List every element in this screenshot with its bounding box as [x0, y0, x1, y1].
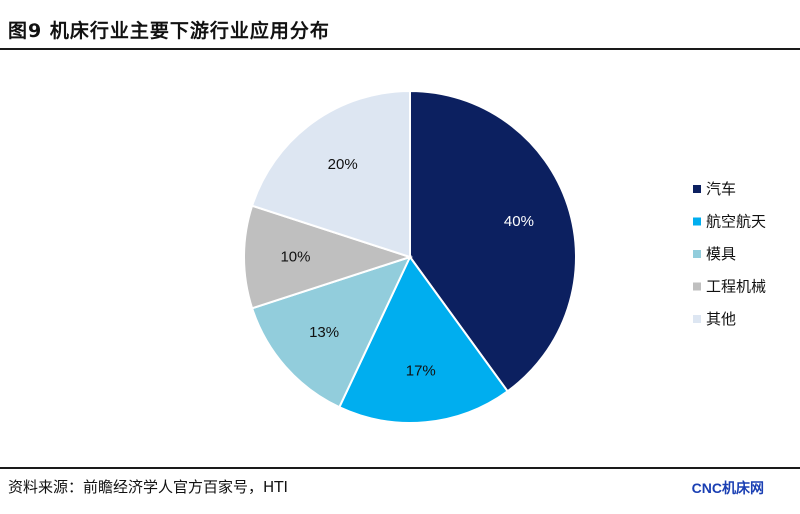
title-divider — [0, 48, 800, 50]
slice-value-label-1: 40% — [504, 213, 534, 230]
pie-slice-2 — [337, 255, 509, 424]
pie-slice-3 — [250, 255, 412, 409]
legend-swatch-5 — [693, 315, 701, 323]
legend-swatch-3 — [693, 250, 701, 258]
legend-swatch-2 — [693, 217, 701, 226]
source-divider — [0, 467, 800, 469]
legend-label-4: 工程机械 — [706, 278, 766, 296]
chart-area: 40% 17% 13% 10% 20% 汽车航空航天模具工程机械其他 — [0, 52, 800, 466]
pie-slice-4 — [243, 204, 414, 310]
legend-label-2: 航空航天 — [706, 213, 766, 231]
source-note: 资料来源：前瞻经济学人官方百家号，HTI — [8, 478, 288, 496]
slice-value-label-4: 10% — [280, 249, 310, 266]
slice-value-label-3: 13% — [309, 324, 339, 341]
slice-value-label-5: 20% — [328, 156, 358, 173]
legend-swatch-1 — [693, 185, 701, 193]
figure-header: 图9 机床行业主要下游行业应用分布 — [0, 0, 800, 52]
watermark: CNC机床网 — [691, 480, 764, 496]
legend-label-3: 模具 — [706, 245, 736, 263]
legend-label-5: 其他 — [706, 310, 736, 328]
figure-title: 图9 机床行业主要下游行业应用分布 — [8, 20, 330, 42]
legend-swatch-4 — [693, 282, 701, 291]
legend-label-1: 汽车 — [706, 180, 736, 198]
pie-slice-5 — [250, 89, 411, 259]
pie-slice-1 — [409, 89, 577, 393]
slice-value-label-2: 17% — [406, 363, 436, 380]
